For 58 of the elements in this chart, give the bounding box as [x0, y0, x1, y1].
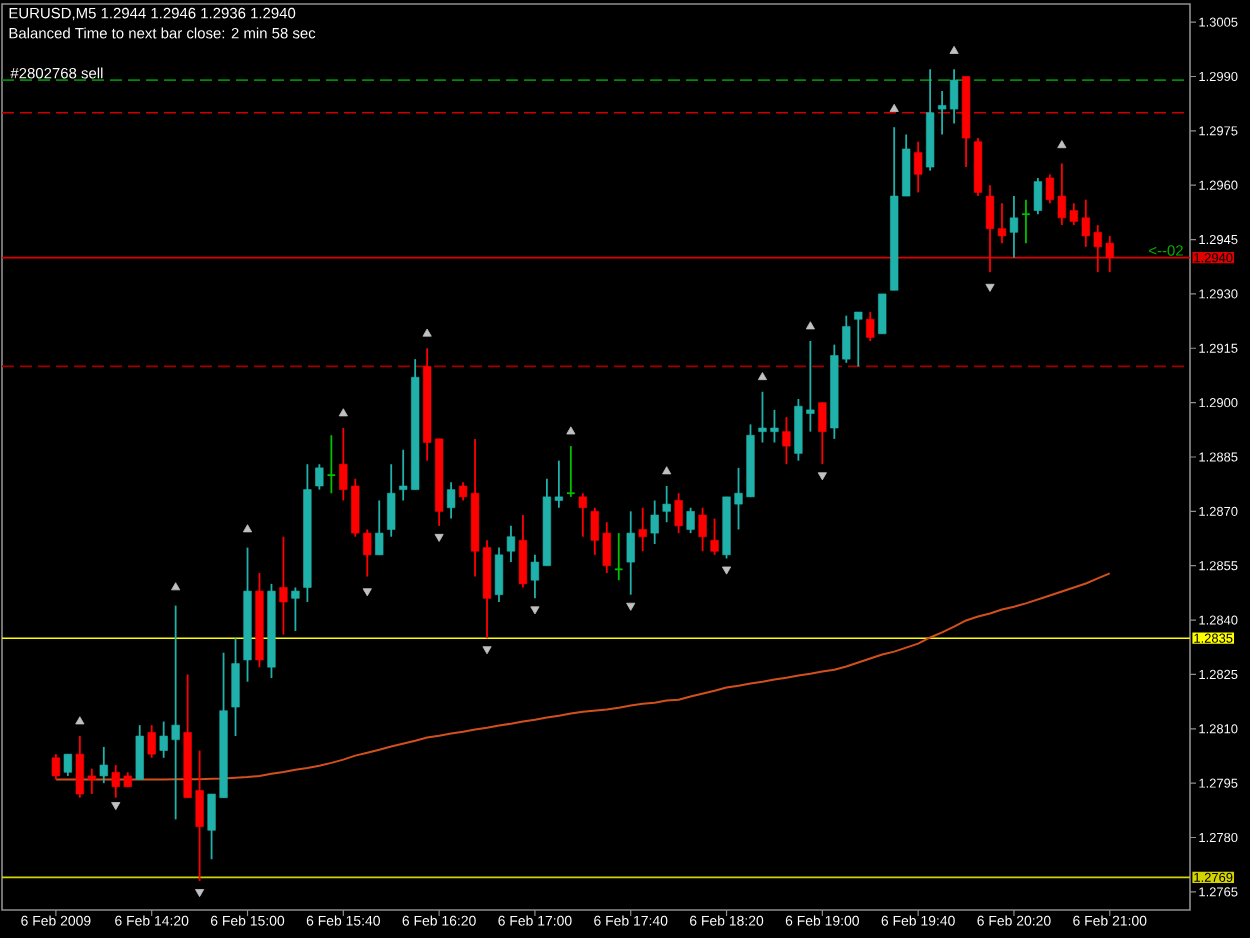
candlestick	[866, 311, 875, 342]
candlestick	[650, 499, 659, 545]
candlestick	[446, 481, 456, 520]
candlestick	[1021, 198, 1031, 245]
point	[195, 889, 205, 898]
point	[985, 283, 995, 292]
candlestick	[578, 492, 587, 538]
candlestick	[147, 724, 156, 759]
candlestick	[626, 510, 635, 596]
point	[662, 466, 672, 475]
candlestick	[315, 463, 324, 491]
candlestick	[614, 532, 624, 582]
point	[338, 408, 348, 417]
candlestick	[686, 506, 695, 534]
candlestick	[518, 514, 528, 589]
point	[949, 45, 959, 54]
point	[75, 716, 85, 725]
candlestick	[135, 724, 144, 781]
candlestick	[231, 637, 240, 737]
candlestick	[99, 746, 108, 785]
candlestick	[914, 140, 923, 194]
candlestick	[279, 535, 288, 636]
point	[1057, 140, 1067, 149]
candlestick	[291, 586, 300, 632]
candlestick	[387, 463, 396, 538]
candlestick	[506, 524, 516, 563]
point	[242, 524, 253, 533]
point	[530, 606, 540, 615]
candlestick	[51, 753, 61, 781]
candlestick	[818, 401, 827, 466]
candlestick	[326, 434, 337, 495]
point	[422, 328, 432, 337]
point	[721, 566, 732, 575]
candlestick	[638, 506, 647, 553]
candlestick	[698, 506, 707, 553]
candlestick	[782, 416, 791, 466]
candlestick	[494, 546, 504, 603]
candlestick	[710, 517, 719, 556]
point	[817, 472, 827, 481]
point	[434, 533, 444, 542]
candlestick	[674, 492, 683, 534]
candlestick	[566, 445, 576, 498]
point	[805, 321, 815, 330]
candlestick	[1009, 195, 1019, 259]
point	[111, 802, 121, 811]
point	[626, 602, 636, 611]
point	[566, 426, 576, 435]
point	[889, 103, 899, 112]
point	[171, 582, 181, 591]
candlestick	[375, 499, 384, 556]
candlestick	[63, 753, 72, 777]
candlestick	[662, 485, 671, 524]
point	[482, 646, 492, 655]
point	[362, 588, 372, 597]
point	[757, 372, 768, 381]
candlestick	[1033, 177, 1043, 216]
candlestick	[854, 311, 863, 368]
candlestick	[878, 293, 887, 335]
